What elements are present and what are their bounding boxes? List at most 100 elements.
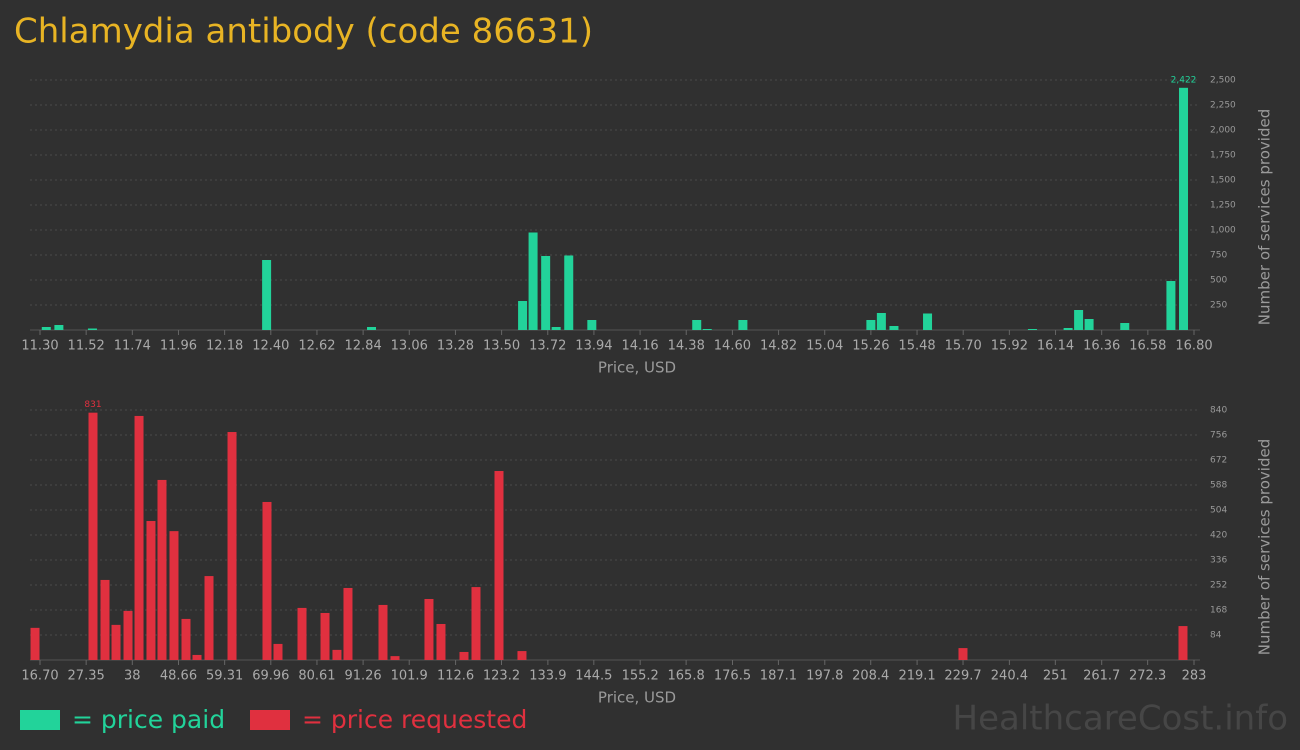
bar bbox=[100, 579, 110, 660]
x-tick-label: 197.8 bbox=[806, 669, 843, 684]
x-tick-label: 13.72 bbox=[529, 339, 566, 354]
x-tick-label: 80.61 bbox=[298, 669, 335, 684]
y-tick-label: 336 bbox=[1210, 556, 1227, 566]
x-tick-label: 251 bbox=[1043, 669, 1068, 684]
x-tick-label: 38 bbox=[124, 669, 141, 684]
bar bbox=[157, 479, 167, 660]
y-tick-label: 500 bbox=[1210, 276, 1227, 286]
bar bbox=[889, 326, 899, 330]
x-tick-label: 176.5 bbox=[714, 669, 751, 684]
bar bbox=[1120, 323, 1130, 330]
bar bbox=[41, 327, 51, 330]
x-tick-label: 91.26 bbox=[344, 669, 381, 684]
bar bbox=[424, 598, 434, 660]
x-tick-label: 15.92 bbox=[991, 339, 1028, 354]
x-tick-label: 27.35 bbox=[68, 669, 105, 684]
x-tick-label: 155.2 bbox=[622, 669, 659, 684]
x-axis-label: Price, USD bbox=[598, 689, 676, 707]
bar bbox=[1027, 329, 1037, 330]
bar bbox=[494, 471, 504, 660]
bar bbox=[692, 320, 702, 330]
bar bbox=[343, 587, 353, 660]
x-tick-label: 112.6 bbox=[437, 669, 474, 684]
x-tick-label: 229.7 bbox=[944, 669, 981, 684]
x-tick-label: 16.80 bbox=[1175, 339, 1212, 354]
bar bbox=[262, 260, 272, 330]
bar bbox=[436, 623, 446, 660]
y-tick-label: 1,000 bbox=[1210, 226, 1236, 236]
y-tick-label: 168 bbox=[1210, 606, 1227, 616]
y-tick-label: 252 bbox=[1210, 581, 1227, 591]
value-label: 2,422 bbox=[1171, 75, 1197, 85]
y-axis-label: Number of services provided bbox=[1256, 439, 1274, 655]
bar bbox=[227, 432, 237, 660]
x-tick-label: 219.1 bbox=[898, 669, 935, 684]
y-tick-label: 2,500 bbox=[1210, 76, 1236, 86]
y-tick-label: 840 bbox=[1210, 406, 1227, 416]
x-tick-label: 14.38 bbox=[668, 339, 705, 354]
y-tick-label: 420 bbox=[1210, 531, 1227, 541]
x-tick-label: 59.31 bbox=[206, 669, 243, 684]
bar bbox=[551, 327, 561, 330]
x-tick-label: 272.3 bbox=[1129, 669, 1166, 684]
x-tick-label: 11.74 bbox=[114, 339, 151, 354]
bar bbox=[459, 651, 469, 660]
x-tick-label: 15.04 bbox=[806, 339, 843, 354]
bar bbox=[587, 320, 597, 330]
bar bbox=[134, 415, 144, 660]
bar bbox=[297, 607, 307, 660]
bar bbox=[564, 255, 574, 330]
x-tick-label: 11.52 bbox=[68, 339, 105, 354]
bar bbox=[320, 612, 330, 660]
x-tick-label: 283 bbox=[1182, 669, 1207, 684]
bar bbox=[146, 521, 156, 660]
bar bbox=[738, 320, 748, 330]
x-tick-label: 13.06 bbox=[391, 339, 428, 354]
x-tick-label: 11.96 bbox=[160, 339, 197, 354]
x-tick-label: 144.5 bbox=[575, 669, 612, 684]
x-tick-label: 123.2 bbox=[483, 669, 520, 684]
bar bbox=[1179, 87, 1189, 330]
x-tick-label: 13.28 bbox=[437, 339, 474, 354]
bar bbox=[1178, 626, 1188, 660]
x-tick-label: 11.30 bbox=[21, 339, 58, 354]
bar bbox=[390, 656, 400, 660]
y-tick-label: 1,250 bbox=[1210, 201, 1236, 211]
x-tick-label: 208.4 bbox=[852, 669, 889, 684]
x-tick-label: 12.62 bbox=[298, 339, 335, 354]
x-axis-label: Price, USD bbox=[598, 359, 676, 377]
bar bbox=[54, 325, 64, 330]
bar bbox=[1074, 310, 1084, 330]
x-tick-label: 13.94 bbox=[575, 339, 612, 354]
bar bbox=[1084, 319, 1094, 330]
bar bbox=[332, 649, 342, 660]
bar bbox=[192, 654, 202, 660]
x-tick-label: 16.14 bbox=[1037, 339, 1074, 354]
bar bbox=[1063, 328, 1073, 330]
bar bbox=[923, 313, 933, 330]
y-tick-label: 1,500 bbox=[1210, 176, 1236, 186]
bar bbox=[111, 624, 121, 660]
x-tick-label: 14.82 bbox=[760, 339, 797, 354]
x-tick-label: 261.7 bbox=[1083, 669, 1120, 684]
bar bbox=[367, 327, 377, 330]
y-tick-label: 1,750 bbox=[1210, 151, 1236, 161]
legend-label: = price paid bbox=[72, 705, 225, 734]
bar bbox=[471, 587, 481, 660]
y-tick-label: 504 bbox=[1210, 506, 1227, 516]
bar bbox=[517, 651, 527, 660]
y-axis-label: Number of services provided bbox=[1256, 109, 1274, 325]
x-tick-label: 16.70 bbox=[21, 669, 58, 684]
bar bbox=[866, 320, 876, 330]
y-tick-label: 750 bbox=[1210, 251, 1227, 261]
bar bbox=[169, 531, 179, 660]
y-tick-label: 84 bbox=[1210, 631, 1222, 641]
legend-swatch bbox=[20, 710, 60, 730]
bar bbox=[958, 648, 968, 660]
bar bbox=[1166, 281, 1176, 330]
chart-title: Chlamydia antibody (code 86631) bbox=[14, 12, 593, 52]
x-tick-label: 48.66 bbox=[160, 669, 197, 684]
